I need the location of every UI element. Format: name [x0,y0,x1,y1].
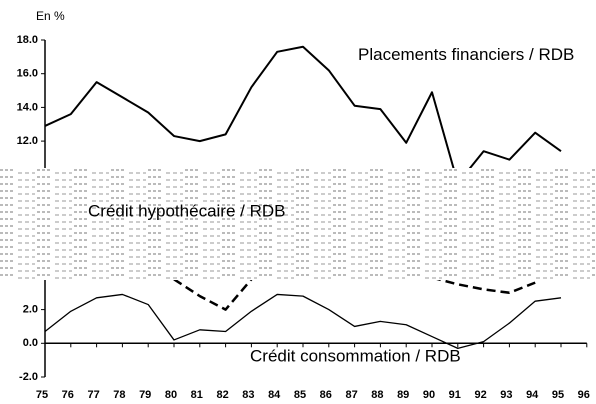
x-tick-label: 87 [345,389,357,401]
series-line [44,45,562,185]
noise-band [0,168,596,280]
x-tick-label: 89 [397,389,409,401]
unit-label: En % [36,9,65,23]
y-tick-label: 0.0 [23,337,38,349]
series-line [44,293,562,350]
y-tick-label: 18.0 [17,34,38,46]
x-tick-label: 85 [294,389,306,401]
x-tick-label: 81 [191,389,203,401]
x-tick-label: 95 [552,389,564,401]
series-label: Crédit consommation / RDB [250,346,461,365]
y-tick-label: 2.0 [23,304,38,316]
x-tick-label: 92 [474,389,486,401]
series-line [173,276,536,311]
x-tick-label: 83 [242,389,254,401]
x-tick-label: 91 [449,389,461,401]
y-tick-label: -2.0 [19,371,38,383]
x-tick-label: 90 [423,389,435,401]
x-tick-label: 96 [578,389,590,401]
x-tick-label: 93 [500,389,512,401]
x-tick-label: 79 [139,389,151,401]
x-tick-label: 76 [62,389,74,401]
x-tick-label: 77 [87,389,99,401]
x-tick-label: 75 [36,389,48,401]
y-tick-label: 14.0 [17,101,38,113]
series-label: Placements financiers / RDB [358,45,575,64]
x-tick-label: 78 [113,389,125,401]
y-tick-label: 12.0 [17,135,38,147]
x-tick-label: 82 [216,389,228,401]
x-tick-label: 84 [268,389,281,401]
series-label: Crédit hypothécaire / RDB [88,201,285,220]
x-tick-label: 94 [526,389,539,401]
y-tick-label: 16.0 [17,68,38,80]
x-tick-label: 86 [320,389,332,401]
x-tick-label: 88 [371,389,383,401]
x-tick-label: 80 [165,389,177,401]
